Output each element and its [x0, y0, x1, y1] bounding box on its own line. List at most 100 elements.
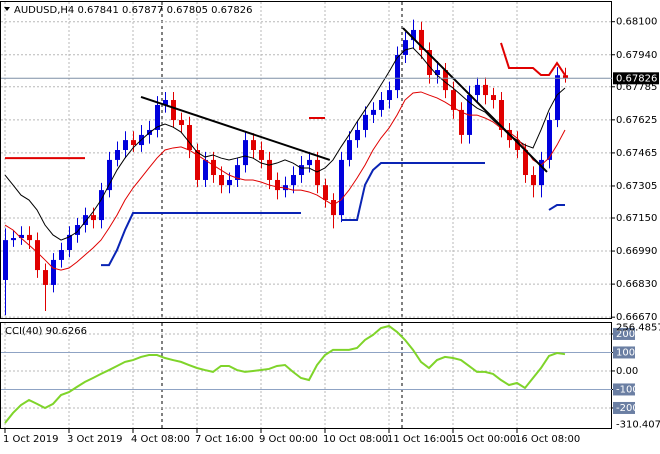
candle-body — [403, 40, 408, 55]
y-tick-label: 0.67465 — [616, 148, 657, 159]
candle-body — [211, 159, 216, 176]
candle-body — [371, 109, 376, 115]
y-tick-label: 0.66990 — [616, 246, 657, 257]
indicator-step-line — [5, 42, 566, 160]
candle-body — [115, 150, 120, 160]
candle-body — [179, 120, 184, 126]
candle-body — [315, 159, 320, 186]
x-tick-label: 11 Oct 16:00 — [387, 434, 452, 445]
cci-title: CCI(40) — [5, 326, 43, 337]
candle-body — [107, 159, 112, 191]
candle-body — [275, 179, 280, 191]
y-tick-label: 0.00 — [616, 366, 638, 377]
cci-max-label: 256.4857 — [616, 323, 660, 334]
level-label-box — [613, 346, 635, 359]
candle-body — [251, 140, 256, 151]
symbol: AUDUSD,H4 — [14, 5, 74, 16]
cci-panel — [0, 322, 612, 429]
y-tick-label: 200 — [616, 329, 635, 340]
candle-body — [395, 54, 400, 91]
candle-body — [363, 114, 368, 130]
x-tick-label: 7 Oct 16:00 — [195, 434, 254, 445]
candle-body — [3, 240, 8, 280]
candle-body — [555, 75, 560, 121]
main-panel — [0, 1, 612, 319]
candle-body — [563, 75, 568, 79]
x-tick-label: 15 Oct 00:00 — [451, 434, 516, 445]
candle-body — [171, 100, 176, 121]
high-value: 0.67877 — [122, 5, 163, 16]
candle-body — [267, 159, 272, 180]
cci-line — [4, 324, 566, 424]
candle-body — [443, 70, 448, 91]
level-label-box — [613, 383, 635, 396]
candle-body — [195, 150, 200, 180]
candle-body — [435, 70, 440, 76]
y-tick-label: 0.67785 — [616, 82, 657, 93]
candle-body — [283, 185, 288, 191]
candle-body — [515, 140, 520, 151]
candle-body — [243, 140, 248, 166]
y-tick-label: 0.66670 — [616, 312, 657, 323]
menu-triangle — [4, 7, 10, 11]
y-tick-label: 0.68100 — [616, 17, 657, 28]
candle-body — [483, 84, 488, 96]
candle-body — [91, 215, 96, 221]
candle-body — [163, 100, 168, 105]
candle-body — [491, 95, 496, 101]
candle-body — [547, 120, 552, 160]
candle-body — [35, 240, 40, 271]
y-tick-label: 0.67625 — [616, 115, 657, 126]
moving-average — [4, 91, 566, 271]
candle-body — [475, 84, 480, 96]
candle-body — [419, 29, 424, 51]
indicator-step-line — [101, 162, 565, 267]
candle-body — [155, 104, 160, 130]
x-tick-label: 10 Oct 08:00 — [323, 434, 388, 445]
candle-body — [43, 270, 48, 285]
candle-body — [123, 140, 128, 151]
y-tick-label: -100 — [616, 384, 639, 395]
y-tick-label: 0.67940 — [616, 50, 657, 61]
moving-average — [4, 47, 566, 241]
x-tick-label: 3 Oct 2019 — [67, 434, 122, 445]
candle-body — [11, 238, 16, 241]
candle-body — [187, 125, 192, 151]
plot-layer: 1 Oct 2019 3 Oct 2019 4 Oct 08:00 7 Oct 16:… — [1, 2, 660, 445]
candle-body — [83, 215, 88, 226]
candle-body — [499, 100, 504, 130]
open-value: 0.67841 — [77, 5, 118, 16]
candle-body — [259, 150, 264, 160]
candle-body — [355, 129, 360, 141]
y-tick-label: 0.67305 — [616, 181, 657, 192]
candle-body — [531, 175, 536, 186]
candle-body — [451, 90, 456, 110]
candle-body — [27, 234, 32, 241]
candle-body — [67, 234, 72, 251]
cci-min-label: -310.4074 — [616, 419, 660, 430]
low-value: 0.67805 — [167, 5, 208, 16]
current-price-box — [613, 72, 659, 85]
candle-body — [235, 165, 240, 180]
y-tick-label: 0.66830 — [616, 279, 657, 290]
candle-body — [539, 159, 544, 186]
y-tick-label: 100 — [616, 347, 635, 358]
candle-body — [75, 225, 80, 235]
candle-body — [227, 179, 232, 186]
candle-body — [131, 140, 136, 146]
candle-body — [339, 159, 344, 216]
candle-body — [347, 140, 352, 160]
close-value: 0.67826 — [211, 5, 252, 16]
y-tick-label: 0.67150 — [616, 213, 657, 224]
trendline — [402, 27, 548, 173]
candle-body — [523, 150, 528, 176]
x-tick-label: 4 Oct 08:00 — [131, 434, 190, 445]
current-price-label: 0.67826 — [616, 73, 657, 84]
x-tick-label: 1 Oct 2019 — [3, 434, 58, 445]
candle-body — [379, 100, 384, 110]
trendline — [140, 95, 331, 161]
candle-body — [219, 175, 224, 186]
cci-value: 90.6266 — [46, 326, 87, 337]
